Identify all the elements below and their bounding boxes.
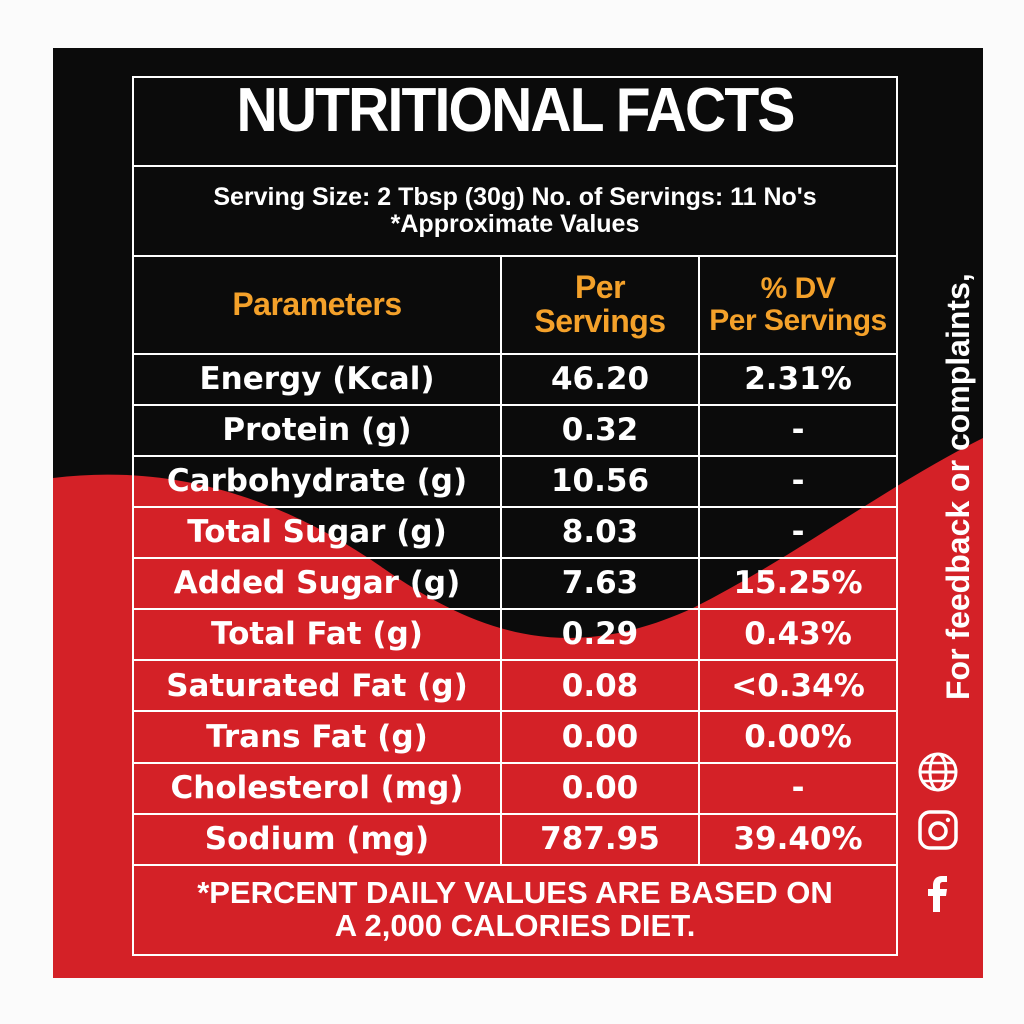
- dv-value: -: [698, 761, 898, 815]
- dv-value: 2.31%: [698, 352, 898, 406]
- per-serving-value: 8.03: [500, 505, 700, 560]
- per-serving-value: 0.29: [500, 608, 700, 662]
- nutrient-rows: Energy (Kcal) 46.20 2.31% Protein (g) 0.32- C…: [132, 352, 898, 866]
- dv-value: 15.25%: [698, 557, 898, 611]
- nutrient-name: Added Sugar (g): [132, 557, 502, 611]
- footer-line-2: A 2,000 CALORIES DIET.: [334, 907, 696, 943]
- approximate-values-note: *Approximate Values: [390, 209, 640, 238]
- nutrient-name: Sodium (mg): [132, 812, 502, 866]
- header-dv-label: % DV: [760, 272, 836, 306]
- instagram-icon[interactable]: [916, 808, 960, 852]
- title-cell: NUTRITIONAL FACTS: [132, 76, 898, 167]
- per-serving-value: 7.63: [500, 557, 700, 611]
- table-row: Energy (Kcal) 46.20 2.31%: [132, 352, 898, 406]
- globe-icon[interactable]: [916, 750, 960, 794]
- nutrient-name: Trans Fat (g): [132, 710, 502, 764]
- nutrient-name: Cholesterol (mg): [132, 761, 502, 815]
- table-row: Protein (g) 0.32-: [132, 403, 898, 457]
- nutrient-name: Protein (g): [132, 403, 502, 457]
- dv-value: -: [698, 505, 898, 560]
- nutrient-name: Carbohydrate (g): [132, 454, 502, 508]
- per-serving-value: 0.08: [500, 659, 700, 713]
- header-parameters: Parameters: [132, 254, 502, 355]
- table-row: Added Sugar (g) 7.63 15.25%: [132, 557, 898, 611]
- per-serving-value: 10.56: [500, 454, 700, 508]
- header-parameters-label: Parameters: [232, 285, 402, 322]
- page-title: NUTRITIONAL FACTS: [236, 76, 795, 146]
- table-row: Saturated Fat (g) 0.08 <0.34%: [132, 659, 898, 713]
- per-serving-value: 787.95: [500, 812, 700, 866]
- nutrient-name: Total Fat (g): [132, 608, 502, 662]
- per-serving-value: 0.32: [500, 403, 700, 457]
- header-dv: % DV Per Servings: [698, 254, 898, 355]
- per-serving-value: 0.00: [500, 710, 700, 764]
- serving-info: Serving Size: 2 Tbsp (30g) No. of Servin…: [132, 164, 898, 257]
- dv-value: <0.34%: [698, 659, 898, 713]
- footer-line-1: *PERCENT DAILY VALUES ARE BASED ON: [197, 875, 833, 911]
- header-per-servings: Per Servings: [500, 254, 700, 355]
- nutrient-name: Saturated Fat (g): [132, 659, 502, 713]
- table-row: Total Sugar (g) 8.03-: [132, 505, 898, 560]
- table-row: Trans Fat (g) 0.00 0.00%: [132, 710, 898, 764]
- nutrition-facts-table: NUTRITIONAL FACTS Serving Size: 2 Tbsp (…: [132, 76, 898, 957]
- dv-value: -: [698, 403, 898, 457]
- dv-value: 0.00%: [698, 710, 898, 764]
- header-servings-label: Servings: [534, 302, 666, 339]
- facebook-icon[interactable]: [916, 872, 960, 916]
- per-serving-value: 0.00: [500, 761, 700, 815]
- footer-note: *PERCENT DAILY VALUES ARE BASED ON A 2,0…: [132, 863, 898, 957]
- table-row: Cholesterol (mg) 0.00-: [132, 761, 898, 815]
- table-row: Total Fat (g) 0.29 0.43%: [132, 608, 898, 662]
- dv-value: -: [698, 454, 898, 508]
- table-row: Carbohydrate (g) 10.56-: [132, 454, 898, 508]
- header-per-label: Per: [574, 269, 626, 306]
- feedback-text: For feedback or complaints,: [940, 273, 976, 700]
- nutrient-name: Energy (Kcal): [132, 352, 502, 406]
- table-row: Sodium (mg) 787.95 39.40%: [132, 812, 898, 866]
- serving-size-text: Serving Size: 2 Tbsp (30g) No. of Servin…: [213, 183, 817, 212]
- nutrient-name: Total Sugar (g): [132, 505, 502, 560]
- dv-value: 39.40%: [698, 812, 898, 866]
- header-dv-per-servings-label: Per Servings: [709, 303, 887, 337]
- per-serving-value: 46.20: [500, 352, 700, 406]
- dv-value: 0.43%: [698, 608, 898, 662]
